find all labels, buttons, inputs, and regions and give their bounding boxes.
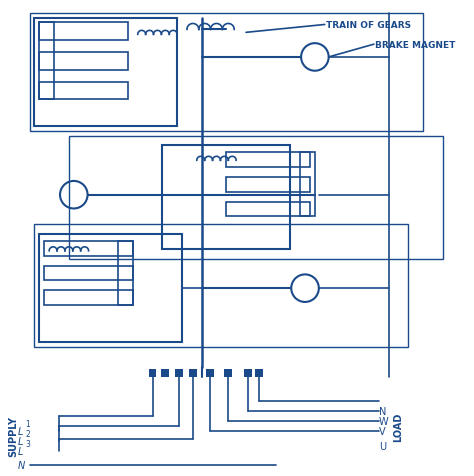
- Bar: [44, 241, 133, 256]
- Bar: [39, 23, 128, 41]
- Bar: [300, 153, 315, 217]
- Bar: [39, 23, 54, 100]
- Bar: [244, 369, 252, 377]
- Text: U: U: [379, 441, 386, 451]
- Bar: [39, 53, 128, 70]
- Bar: [44, 266, 133, 281]
- Bar: [44, 290, 133, 305]
- Text: 2: 2: [26, 429, 30, 438]
- Bar: [118, 241, 133, 305]
- Bar: [69, 136, 443, 259]
- Text: W: W: [379, 416, 389, 426]
- Bar: [226, 178, 310, 192]
- Text: 3: 3: [26, 439, 30, 447]
- Bar: [35, 225, 409, 347]
- Text: TRAIN OF GEARS: TRAIN OF GEARS: [326, 21, 411, 30]
- Text: N: N: [18, 460, 25, 470]
- Text: LOAD: LOAD: [393, 411, 403, 441]
- Text: L: L: [18, 446, 23, 456]
- Bar: [226, 153, 310, 168]
- Text: L: L: [18, 426, 23, 436]
- Bar: [189, 369, 197, 377]
- Text: N: N: [379, 407, 386, 416]
- Circle shape: [60, 181, 88, 209]
- Bar: [148, 369, 156, 377]
- Bar: [226, 202, 310, 217]
- Bar: [175, 369, 183, 377]
- Bar: [29, 14, 423, 131]
- Bar: [224, 369, 232, 377]
- Bar: [35, 19, 177, 127]
- Bar: [39, 82, 128, 100]
- Text: V: V: [379, 426, 385, 436]
- Circle shape: [301, 44, 328, 71]
- Bar: [163, 146, 290, 249]
- Circle shape: [291, 275, 319, 302]
- Bar: [255, 369, 263, 377]
- Text: SUPPLY: SUPPLY: [8, 416, 18, 456]
- Bar: [161, 369, 169, 377]
- Bar: [39, 235, 182, 343]
- Text: BRAKE MAGNET: BRAKE MAGNET: [375, 40, 456, 50]
- Bar: [206, 369, 213, 377]
- Text: 1: 1: [26, 419, 30, 428]
- Text: L: L: [18, 436, 23, 446]
